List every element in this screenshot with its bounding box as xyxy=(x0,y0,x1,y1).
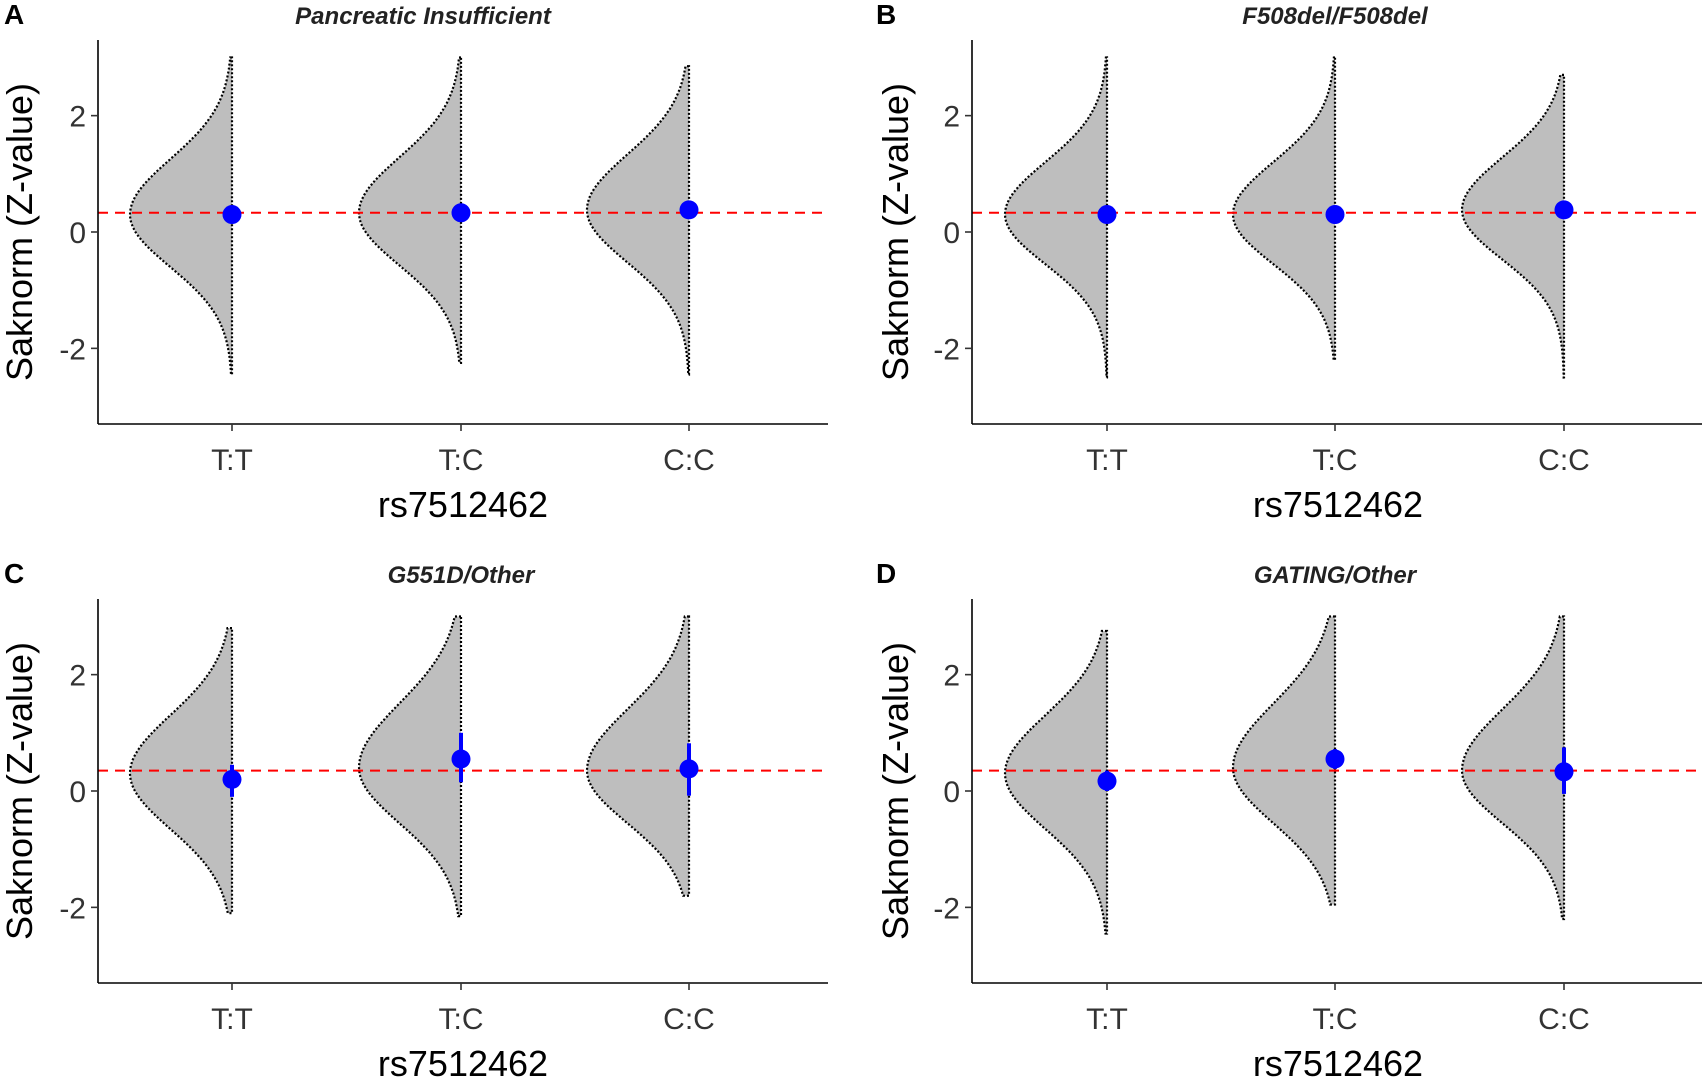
y-axis-title: Saknorm (Z-value) xyxy=(0,642,40,940)
mean-point-CC xyxy=(679,200,699,220)
x-tick-label: T:T xyxy=(1086,444,1128,477)
x-tick-label: T:T xyxy=(211,444,253,477)
panel-letter: B xyxy=(876,0,896,30)
x-tick-label: C:C xyxy=(663,1003,715,1036)
violin-TT xyxy=(128,56,234,376)
x-tick-label: T:C xyxy=(439,1003,484,1036)
y-tick-label: -2 xyxy=(933,333,960,366)
mean-point-CC xyxy=(679,759,699,779)
y-tick-label: 0 xyxy=(69,776,86,809)
mean-point-CC xyxy=(1554,762,1574,782)
panel-letter: A xyxy=(4,0,24,30)
mean-point-TT xyxy=(1097,771,1117,791)
x-axis-title: rs7512462 xyxy=(1253,484,1423,525)
plot-area: 2 0 -2 T:T T:C C:C xyxy=(59,40,828,477)
y-axis-title: Saknorm (Z-value) xyxy=(875,642,916,940)
mean-point-TC xyxy=(1325,749,1345,769)
violin-CC xyxy=(585,65,691,376)
panel-d: D GATING/Other rs7512462 Saknorm (Z-valu… xyxy=(875,558,1702,1078)
x-axis-title: rs7512462 xyxy=(378,484,548,525)
y-axis-title: Saknorm (Z-value) xyxy=(0,83,40,381)
y-tick-label: -2 xyxy=(59,333,86,366)
panel-title: Pancreatic Insufficient xyxy=(295,3,552,30)
x-axis-title: rs7512462 xyxy=(378,1043,548,1078)
x-tick-label: T:C xyxy=(439,444,484,477)
y-tick-label: 0 xyxy=(943,217,960,250)
violin-TT xyxy=(1003,56,1109,379)
x-axis-title: rs7512462 xyxy=(1253,1043,1423,1078)
violin-TC xyxy=(357,56,463,365)
y-tick-label: 2 xyxy=(943,660,960,693)
x-tick-label: T:C xyxy=(1313,1003,1358,1036)
panel-letter: D xyxy=(876,558,896,589)
panel-title: F508del/F508del xyxy=(1242,3,1429,30)
mean-point-TC xyxy=(451,203,471,223)
violin-TT xyxy=(1003,629,1109,935)
y-tick-label: 0 xyxy=(943,776,960,809)
panel-letter: C xyxy=(4,558,24,589)
violin-CC xyxy=(1460,615,1566,921)
x-tick-label: C:C xyxy=(663,444,715,477)
y-tick-label: -2 xyxy=(933,892,960,925)
y-tick-label: 2 xyxy=(69,101,86,134)
x-tick-label: T:T xyxy=(211,1003,253,1036)
y-tick-label: 2 xyxy=(943,101,960,134)
x-tick-label: C:C xyxy=(1538,1003,1590,1036)
violin-TC xyxy=(357,615,463,918)
violin-TC xyxy=(1232,56,1337,362)
panel-title: G551D/Other xyxy=(388,562,536,589)
y-axis-title: Saknorm (Z-value) xyxy=(875,83,916,381)
x-tick-label: T:T xyxy=(1086,1003,1128,1036)
mean-point-TC xyxy=(1325,205,1345,225)
violin-TC xyxy=(1231,615,1337,906)
mean-point-TT xyxy=(1097,205,1117,225)
violin-TT xyxy=(128,626,234,915)
x-tick-label: C:C xyxy=(1538,444,1590,477)
panel-b: B F508del/F508del rs7512462 Saknorm (Z-v… xyxy=(875,0,1702,525)
plot-area: 2 0 -2 T:T T:C C:C xyxy=(933,599,1702,1036)
mean-point-CC xyxy=(1554,200,1574,220)
violin-CC xyxy=(1460,73,1566,379)
y-tick-label: 2 xyxy=(69,660,86,693)
panel-c: C G551D/Other rs7512462 Saknorm (Z-value… xyxy=(0,558,828,1078)
plot-area: 2 0 -2 T:T T:C C:C xyxy=(933,40,1702,477)
y-tick-label: -2 xyxy=(59,892,86,925)
y-tick-label: 0 xyxy=(69,217,86,250)
mean-point-TC xyxy=(451,749,471,769)
mean-point-TT xyxy=(222,205,242,225)
panel-title: GATING/Other xyxy=(1254,562,1418,589)
panel-a: A Pancreatic Insufficient rs7512462 Sakn… xyxy=(0,0,828,525)
mean-point-TT xyxy=(222,769,242,789)
violin-CC xyxy=(585,615,691,897)
plot-area: 2 0 -2 T:T T:C C:C xyxy=(59,599,828,1036)
x-tick-label: T:C xyxy=(1313,444,1358,477)
